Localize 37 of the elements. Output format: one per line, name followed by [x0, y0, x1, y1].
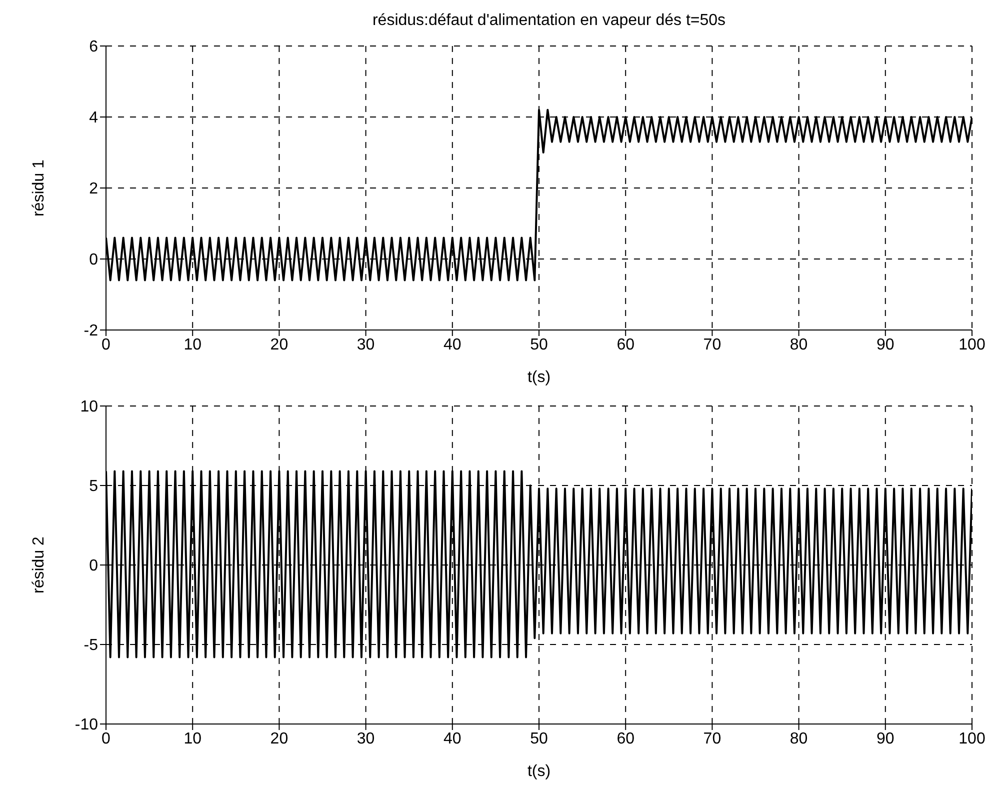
x-tick-label: 50 — [530, 730, 548, 748]
x-axis-title: t(s) — [527, 763, 551, 780]
x-tick-label: 80 — [790, 730, 808, 748]
x-tick-label: 10 — [184, 336, 202, 354]
y-tick-label: -5 — [84, 637, 98, 654]
y-tick-label: 10 — [80, 398, 98, 416]
x-tick-label: 30 — [356, 730, 375, 748]
x-tick-label: 80 — [790, 336, 808, 354]
x-tick-label: 40 — [444, 336, 462, 354]
x-tick-label: 90 — [876, 730, 894, 748]
chart-title: résidus:défaut d'alimentation en vapeur dés t=50s — [371, 11, 727, 31]
x-tick-label: 100 — [958, 336, 986, 354]
x-tick-label: 40 — [444, 730, 462, 748]
x-tick-label: 50 — [530, 336, 548, 354]
x-tick-label: 60 — [616, 730, 635, 748]
y-tick-label: 0 — [89, 252, 98, 269]
x-tick-label: 20 — [270, 730, 288, 748]
y-tick-label: 6 — [89, 38, 98, 56]
y-tick-label: 2 — [89, 180, 98, 198]
x-tick-label: 70 — [703, 336, 722, 354]
y-tick-label: -2 — [84, 322, 98, 340]
x-tick-label: 10 — [184, 730, 202, 748]
x-tick-label: 20 — [270, 336, 288, 354]
y-tick-label: 5 — [89, 478, 98, 496]
x-axis-title: t(s) — [527, 369, 551, 386]
x-tick-label: 100 — [958, 730, 986, 748]
y-tick-label: -10 — [74, 716, 98, 734]
y-axis-title: résidu 1 — [30, 159, 48, 216]
x-tick-label: 0 — [102, 730, 111, 748]
x-tick-label: 70 — [703, 730, 722, 748]
x-tick-label: 0 — [102, 336, 111, 354]
y-axis-title: résidu 2 — [30, 536, 48, 594]
y-tick-label: 4 — [89, 110, 98, 127]
x-tick-label: 60 — [616, 336, 635, 354]
x-tick-label: 30 — [356, 336, 375, 354]
x-tick-label: 90 — [876, 336, 894, 354]
y-tick-label: 0 — [89, 558, 98, 575]
